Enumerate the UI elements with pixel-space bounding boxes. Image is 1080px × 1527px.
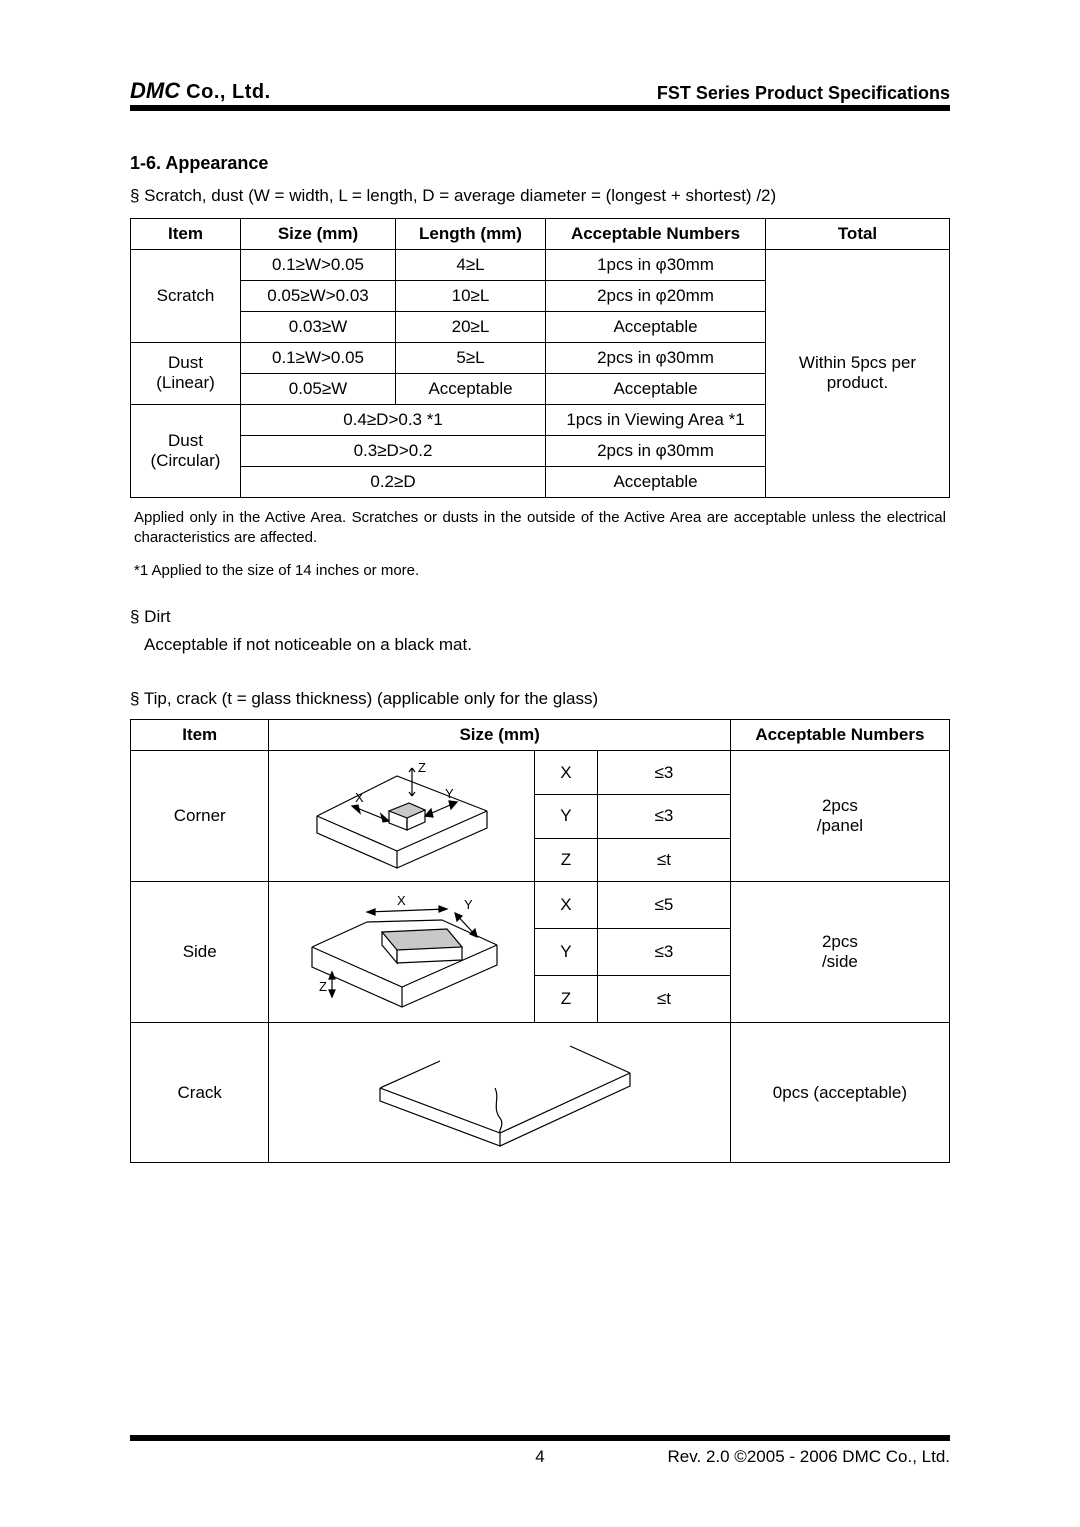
cell: 1pcs in Viewing Area *1: [546, 404, 766, 435]
cell: Acceptable: [396, 373, 546, 404]
cell: 10≥L: [396, 280, 546, 311]
dirt-body: Acceptable if not noticeable on a black …: [130, 635, 950, 655]
cell: ≤3: [598, 794, 731, 838]
total-line1: Within 5pcs per: [799, 353, 916, 372]
cell: X: [534, 882, 597, 929]
page-number: 4: [535, 1447, 544, 1467]
cell: Acceptable: [546, 466, 766, 497]
corner-diagram-cell: X Y Z: [269, 751, 534, 882]
lbl-z: Z: [319, 979, 327, 994]
cell: Z: [534, 838, 597, 882]
document-title: FST Series Product Specifications: [657, 83, 950, 104]
lbl-y: Y: [464, 897, 473, 912]
txt: Dust: [168, 431, 203, 450]
cell: 0.1≥W>0.05: [241, 249, 396, 280]
crack-diagram-icon: [350, 1033, 650, 1153]
th-item: Item: [131, 720, 269, 751]
txt: Dust: [168, 353, 203, 372]
th-total: Total: [766, 218, 950, 249]
th-length: Length (mm): [396, 218, 546, 249]
tip-crack-note: § Tip, crack (t = glass thickness) (appl…: [130, 689, 950, 709]
cell-crack-label: Crack: [131, 1023, 269, 1163]
th-accept: Acceptable Numbers: [546, 218, 766, 249]
cell: ≤t: [598, 838, 731, 882]
lbl-z: Z: [418, 760, 426, 775]
cell: ≤5: [598, 882, 731, 929]
lbl-x: X: [397, 893, 406, 908]
section-title: 1-6. Appearance: [130, 153, 950, 174]
cell-side-label: Side: [131, 882, 269, 1023]
cell-total: Within 5pcs per product.: [766, 249, 950, 497]
cell: 0.05≥W>0.03: [241, 280, 396, 311]
th-size: Size (mm): [241, 218, 396, 249]
corner-diagram-icon: X Y Z: [297, 756, 507, 876]
cell: 0.03≥W: [241, 311, 396, 342]
cell: 2pcs in φ30mm: [546, 342, 766, 373]
cell: X: [534, 751, 597, 795]
cell-corner-label: Corner: [131, 751, 269, 882]
side-diagram-icon: X Y Z: [297, 887, 507, 1017]
cell-crack-accept: 0pcs (acceptable): [730, 1023, 949, 1163]
txt: 2pcs: [822, 796, 858, 815]
cell: ≤3: [598, 751, 731, 795]
cell: 2pcs in φ20mm: [546, 280, 766, 311]
total-line2: product.: [827, 373, 888, 392]
cell: Y: [534, 794, 597, 838]
th-size: Size (mm): [269, 720, 730, 751]
page-header: DMC Co., Ltd. FST Series Product Specifi…: [130, 78, 950, 111]
lbl-x: X: [355, 790, 364, 805]
scratch-note: § Scratch, dust (W = width, L = length, …: [130, 184, 950, 208]
tip-crack-table: Item Size (mm) Acceptable Numbers Corner: [130, 719, 950, 1163]
applied-note: Applied only in the Active Area. Scratch…: [130, 508, 950, 549]
cell: 0.05≥W: [241, 373, 396, 404]
cell: Acceptable: [546, 311, 766, 342]
cell-dust-linear-label: Dust (Linear): [131, 342, 241, 404]
cell: 1pcs in φ30mm: [546, 249, 766, 280]
revision-text: Rev. 2.0 ©2005 - 2006 DMC Co., Ltd.: [668, 1447, 950, 1467]
side-diagram-cell: X Y Z: [269, 882, 534, 1023]
cell-side-accept: 2pcs /side: [730, 882, 949, 1023]
footnote-1: *1 Applied to the size of 14 inches or m…: [130, 562, 950, 579]
cell: ≤t: [598, 976, 731, 1023]
th-accept: Acceptable Numbers: [730, 720, 949, 751]
cell: 0.2≥D: [241, 466, 546, 497]
cell: 4≥L: [396, 249, 546, 280]
th-item: Item: [131, 218, 241, 249]
cell-dust-circular-label: Dust (Circular): [131, 404, 241, 497]
cell: 0.4≥D>0.3 *1: [241, 404, 546, 435]
cell: 2pcs in φ30mm: [546, 435, 766, 466]
txt: (Circular): [151, 451, 221, 470]
cell: Y: [534, 929, 597, 976]
company-logo: DMC Co., Ltd.: [130, 78, 271, 104]
txt: /side: [822, 952, 858, 971]
cell-scratch-label: Scratch: [131, 249, 241, 342]
lbl-y: Y: [445, 786, 454, 801]
page-footer: 4 Rev. 2.0 ©2005 - 2006 DMC Co., Ltd.: [130, 1435, 950, 1467]
cell: Z: [534, 976, 597, 1023]
cell: 5≥L: [396, 342, 546, 373]
logo-dmc: DMC: [130, 78, 180, 103]
txt: 2pcs: [822, 932, 858, 951]
crack-diagram-cell: [269, 1023, 730, 1163]
txt: (Linear): [156, 373, 215, 392]
cell: Acceptable: [546, 373, 766, 404]
dirt-heading: § Dirt: [130, 607, 950, 627]
logo-co: Co., Ltd.: [180, 81, 271, 103]
cell: ≤3: [598, 929, 731, 976]
cell: 20≥L: [396, 311, 546, 342]
scratch-dust-table: Item Size (mm) Length (mm) Acceptable Nu…: [130, 218, 950, 498]
txt: /panel: [817, 816, 863, 835]
cell: 0.1≥W>0.05: [241, 342, 396, 373]
cell-corner-accept: 2pcs /panel: [730, 751, 949, 882]
cell: 0.3≥D>0.2: [241, 435, 546, 466]
